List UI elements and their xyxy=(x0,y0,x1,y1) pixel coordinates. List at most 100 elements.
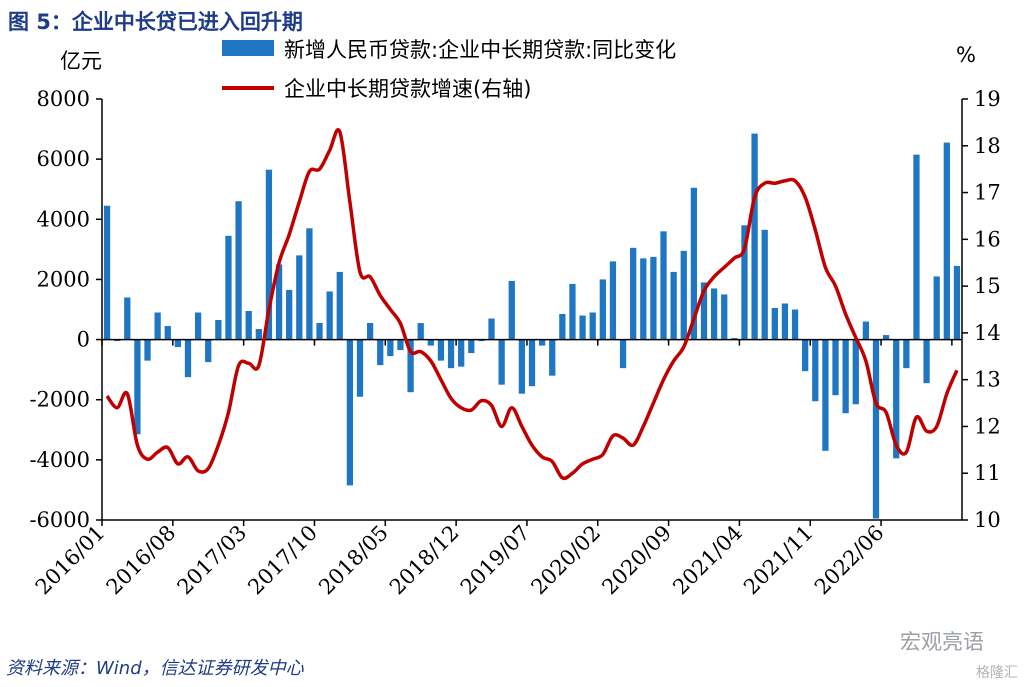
bar xyxy=(255,329,262,340)
bar xyxy=(134,339,141,435)
x-tick-label: 2021/04 xyxy=(668,521,747,600)
right-tick-label: 18 xyxy=(974,134,1001,158)
bar xyxy=(882,335,890,340)
bar xyxy=(518,339,526,394)
left-unit-label: 亿元 xyxy=(60,49,102,73)
bar xyxy=(812,339,819,402)
right-tick-label: 14 xyxy=(974,321,1001,345)
bar xyxy=(953,265,961,340)
right-tick-label: 16 xyxy=(974,227,1001,251)
left-tick-label: 0 xyxy=(77,328,90,352)
bar-series xyxy=(103,133,961,519)
bar xyxy=(144,339,151,361)
x-tick-label: 2020/02 xyxy=(527,521,606,600)
bar xyxy=(650,256,657,340)
watermark-text: 宏观亮语 xyxy=(900,630,984,654)
bar xyxy=(549,339,556,376)
bar xyxy=(225,235,232,340)
bar xyxy=(154,312,161,340)
x-tick-label: 2017/03 xyxy=(173,521,252,600)
bar xyxy=(377,339,384,366)
bar xyxy=(599,279,606,340)
bar xyxy=(205,339,212,363)
bar xyxy=(164,326,171,340)
legend-label-bar: 新增人民币贷款:企业中长期贷款:同比变化 xyxy=(284,38,676,62)
bar xyxy=(437,339,445,361)
bar xyxy=(427,339,434,346)
x-tick-label: 2016/08 xyxy=(102,521,181,600)
bar xyxy=(275,264,283,340)
line-series xyxy=(105,128,959,481)
bar xyxy=(447,339,455,369)
legend-swatch-bar xyxy=(222,40,274,56)
bar xyxy=(174,339,182,348)
right-tick-label: 17 xyxy=(974,181,1001,205)
bar xyxy=(184,339,192,378)
bar xyxy=(923,339,930,384)
growth-rate-line xyxy=(105,128,959,481)
bar xyxy=(579,315,586,340)
bar xyxy=(893,339,900,459)
bar xyxy=(346,339,354,486)
bar xyxy=(731,338,738,340)
bar xyxy=(690,187,698,340)
chart-title: 图 5：企业中长贷已进入回升期 xyxy=(8,10,303,34)
right-tick-label: 13 xyxy=(974,368,1001,392)
bar xyxy=(397,339,404,351)
x-tick-label: 2016/01 xyxy=(31,521,110,600)
bar xyxy=(326,291,333,340)
bar xyxy=(761,229,768,340)
bar xyxy=(387,339,394,357)
bar xyxy=(822,339,829,451)
right-unit-label: % xyxy=(956,43,976,67)
left-tick-label: 6000 xyxy=(37,147,90,171)
bar xyxy=(842,339,849,414)
right-tick-label: 10 xyxy=(974,508,1001,532)
bar xyxy=(640,258,647,340)
bar xyxy=(306,228,313,340)
bar xyxy=(559,314,566,340)
bar xyxy=(751,133,758,340)
x-tick-label: 2018/05 xyxy=(314,521,393,600)
bar xyxy=(215,320,222,340)
bar xyxy=(316,323,323,340)
right-tick-label: 19 xyxy=(974,87,1001,111)
watermark-brand: 格隆汇 xyxy=(976,665,1018,681)
left-tick-label: -2000 xyxy=(29,388,90,412)
left-tick-label: 4000 xyxy=(37,207,90,231)
bar xyxy=(265,169,273,340)
bar xyxy=(245,311,252,340)
bar xyxy=(670,271,677,340)
left-tick-label: -4000 xyxy=(29,448,90,472)
right-tick-label: 11 xyxy=(974,461,1001,485)
bar xyxy=(943,142,950,340)
bar xyxy=(832,339,839,396)
bar xyxy=(660,231,667,340)
x-tick-label: 2021/11 xyxy=(739,521,818,600)
bar xyxy=(781,303,789,340)
bar xyxy=(407,339,414,393)
bar xyxy=(852,339,859,405)
bar xyxy=(710,288,718,340)
bar xyxy=(913,154,920,340)
bar xyxy=(488,318,495,340)
bar xyxy=(933,276,940,340)
bar xyxy=(417,323,424,340)
zero-line xyxy=(101,338,962,346)
bar xyxy=(356,339,364,397)
legend-label-line: 企业中长期贷款增速(右轴) xyxy=(284,77,531,101)
bar xyxy=(336,271,343,340)
x-tick-label: 2020/09 xyxy=(597,521,676,600)
x-tick-label: 2022/06 xyxy=(810,521,889,600)
bar xyxy=(508,280,515,340)
bar xyxy=(194,312,202,340)
bar xyxy=(498,339,505,385)
bar xyxy=(103,205,111,340)
bar xyxy=(791,309,799,340)
bar xyxy=(538,339,546,346)
bar xyxy=(569,283,576,340)
bar xyxy=(630,247,637,340)
bar xyxy=(458,339,465,367)
bar xyxy=(700,282,708,340)
